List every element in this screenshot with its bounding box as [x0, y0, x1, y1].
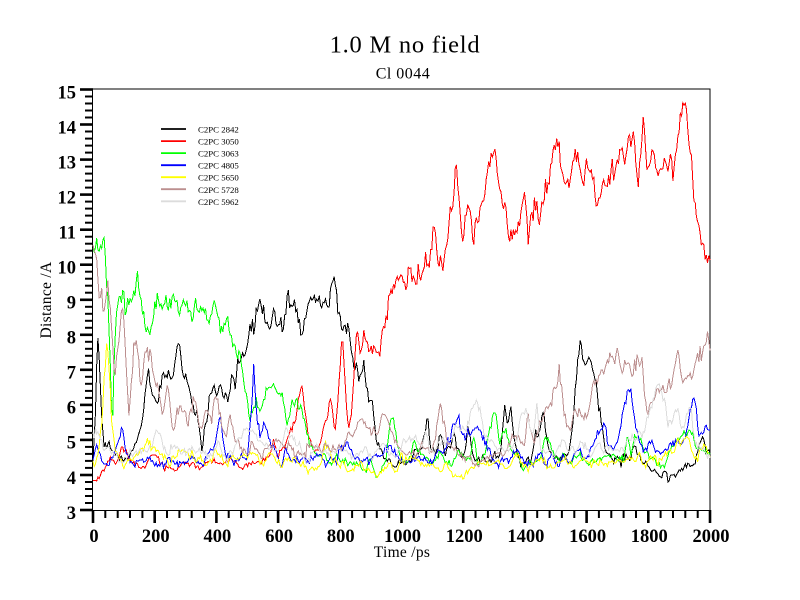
svg-text:400: 400 [204, 527, 232, 547]
svg-text:4: 4 [67, 469, 76, 489]
svg-text:2000: 2000 [693, 527, 730, 547]
svg-text:1800: 1800 [631, 527, 668, 547]
svg-text:Time /ps: Time /ps [374, 544, 431, 561]
svg-text:200: 200 [142, 527, 170, 547]
svg-text:C2PC 5650: C2PC 5650 [198, 173, 239, 183]
svg-text:Distance /A: Distance /A [38, 261, 55, 338]
svg-text:15: 15 [58, 83, 77, 103]
svg-text:3: 3 [67, 504, 76, 524]
svg-text:14: 14 [58, 118, 77, 138]
svg-text:12: 12 [58, 188, 77, 208]
svg-text:C2PC 5962: C2PC 5962 [198, 197, 239, 207]
svg-text:C2PC 4805: C2PC 4805 [198, 161, 239, 171]
svg-text:1400: 1400 [507, 527, 544, 547]
svg-text:800: 800 [327, 527, 355, 547]
svg-text:1200: 1200 [446, 527, 483, 547]
svg-text:8: 8 [67, 329, 76, 349]
svg-text:C2PC 3063: C2PC 3063 [198, 149, 239, 159]
svg-text:C2PC 3050: C2PC 3050 [198, 137, 239, 147]
svg-text:1.0 M no field: 1.0 M no field [330, 32, 481, 59]
svg-text:1000: 1000 [384, 527, 421, 547]
svg-text:6: 6 [67, 399, 76, 419]
svg-text:600: 600 [265, 527, 293, 547]
svg-text:0: 0 [89, 527, 98, 547]
svg-text:C2PC 2842: C2PC 2842 [198, 125, 239, 135]
svg-text:5: 5 [67, 434, 76, 454]
svg-text:9: 9 [67, 294, 76, 314]
svg-text:13: 13 [58, 153, 77, 173]
svg-text:C2PC 5728: C2PC 5728 [198, 185, 239, 195]
svg-text:10: 10 [58, 259, 77, 279]
svg-text:Cl 0044: Cl 0044 [376, 66, 431, 83]
svg-text:1600: 1600 [569, 527, 606, 547]
svg-text:11: 11 [59, 224, 76, 244]
svg-text:7: 7 [67, 364, 76, 384]
